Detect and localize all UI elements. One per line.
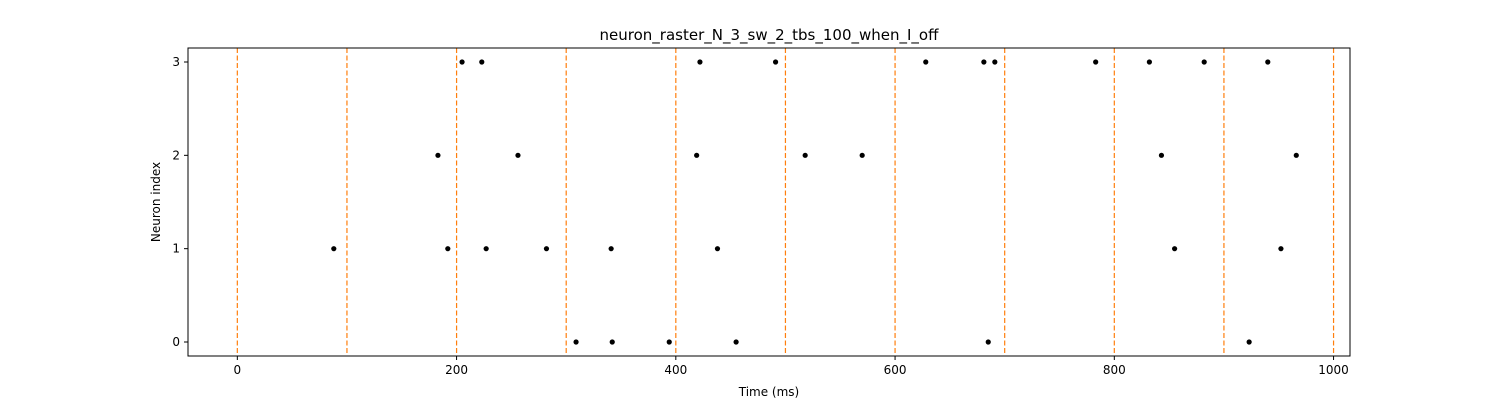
spike-point	[714, 246, 721, 252]
spike-point	[543, 246, 550, 252]
x-tick-label: 800	[1103, 363, 1126, 377]
spike-point	[802, 152, 808, 158]
x-axis-label: Time (ms)	[738, 385, 800, 399]
spike-point	[981, 59, 987, 65]
points-layer	[331, 59, 1299, 345]
spike-point	[609, 339, 615, 345]
spike-point	[985, 339, 991, 345]
spike-point	[445, 246, 451, 252]
spike-point	[859, 152, 865, 158]
spike-point	[1293, 152, 1299, 158]
vlines-layer	[236, 48, 1335, 356]
spike-point	[1201, 59, 1207, 65]
spike-point	[459, 59, 465, 65]
spike-point	[1278, 246, 1284, 252]
x-axis-ticks: 0 200 400 600 800 1000	[234, 356, 1349, 377]
spike-point	[1172, 246, 1178, 252]
y-axis-label: Neuron index	[149, 162, 163, 242]
spike-point	[331, 246, 337, 252]
spike-point	[1265, 59, 1271, 65]
spike-point	[733, 339, 739, 345]
spike-point	[573, 339, 579, 345]
spike-point	[772, 59, 779, 65]
spike-point	[1146, 59, 1152, 65]
spike-point	[435, 152, 441, 158]
x-tick-label: 600	[884, 363, 907, 377]
spike-point	[1158, 152, 1165, 158]
spike-point	[479, 59, 485, 65]
spike-point	[483, 246, 489, 252]
spike-point	[923, 59, 929, 65]
y-axis-ticks: 0 1 2 3	[172, 55, 188, 349]
spike-point	[1246, 339, 1252, 345]
spike-point	[992, 59, 998, 65]
spike-point	[697, 59, 703, 65]
x-tick-label: 200	[445, 363, 468, 377]
y-tick-label: 3	[172, 55, 180, 69]
x-tick-label: 0	[234, 363, 242, 377]
y-tick-label: 2	[172, 148, 180, 162]
spike-point	[666, 339, 672, 345]
spike-point	[694, 152, 700, 158]
spike-point	[1093, 59, 1099, 65]
spike-point	[515, 152, 521, 158]
x-tick-label: 1000	[1318, 363, 1349, 377]
plot-frame	[187, 47, 1351, 357]
spike-point	[608, 246, 614, 252]
y-tick-label: 1	[172, 242, 180, 256]
y-tick-label: 0	[172, 335, 180, 349]
x-tick-label: 400	[664, 363, 687, 377]
chart-title: neuron_raster_N_3_sw_2_tbs_100_when_I_of…	[600, 26, 940, 45]
